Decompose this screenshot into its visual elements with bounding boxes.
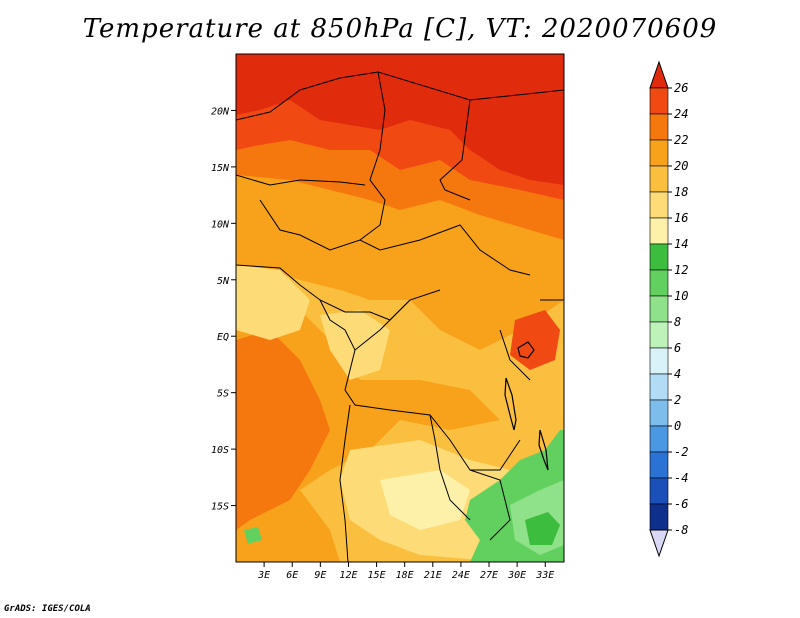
y-tick-label: 10N	[211, 219, 230, 230]
colorbar-label: -4	[674, 471, 688, 485]
colorbar-label: 10	[674, 289, 688, 303]
colorbar-label: -6	[674, 497, 688, 511]
colorbar-swatch	[649, 425, 669, 453]
field-highlands-east	[510, 310, 560, 370]
x-tick-label: 33E	[535, 570, 554, 581]
lake-victoria	[517, 341, 535, 359]
colorbar-swatch	[649, 373, 669, 401]
field-14-16-west	[236, 265, 310, 340]
x-tick-label: 3E	[257, 570, 270, 581]
colorbar-label: -8	[674, 523, 688, 537]
colorbar-swatch	[649, 477, 669, 505]
field-cool-sw	[244, 527, 262, 544]
colorbar-label: 2	[674, 393, 681, 407]
colorbar-swatch	[649, 321, 669, 349]
colorbar-swatch	[649, 269, 669, 297]
colorbar-label: 24	[674, 107, 688, 121]
colorbar-label: -2	[674, 445, 688, 459]
colorbar-label: 12	[674, 263, 688, 277]
x-tick-label: 12E	[339, 570, 357, 581]
x-tick-label: 18E	[396, 570, 414, 581]
colorbar-label: 14	[674, 237, 688, 251]
field-24-26	[236, 54, 564, 185]
colorbar-label: 16	[674, 211, 688, 225]
y-tick-label: 10S	[211, 445, 229, 456]
x-tick-label: 21E	[424, 570, 442, 581]
x-tick-label: 9E	[314, 570, 326, 581]
temperature-field	[236, 54, 564, 562]
colorbar-label: 6	[674, 341, 681, 355]
colorbar-label: 26	[674, 81, 688, 95]
y-tick-label: EQ	[217, 332, 229, 343]
colorbar-swatch	[649, 87, 669, 115]
colorbar-swatch	[649, 243, 669, 271]
colorbar-label: 20	[674, 159, 688, 173]
y-tick-label: 5N	[217, 276, 230, 287]
y-tick-label: 15S	[211, 502, 229, 513]
colorbar-swatch	[649, 347, 669, 375]
colorbar-label: 18	[674, 185, 688, 199]
colorbar-swatch	[649, 295, 669, 323]
field-14-16-central	[320, 310, 390, 380]
y-tick-label: 15N	[211, 163, 230, 174]
grads-credit: GrADS: IGES/COLA	[4, 604, 91, 614]
x-tick-label: 15E	[368, 570, 386, 581]
colorbar-swatch	[649, 165, 669, 193]
chart-title: Temperature at 850hPa [C], VT: 202007060…	[82, 14, 718, 44]
colorbar-swatch	[649, 191, 669, 219]
colorbar-swatch	[649, 139, 669, 167]
colorbar-max-arrow	[649, 60, 669, 89]
field-20-22-sw	[236, 330, 330, 530]
x-axis: 3E 6E 9E 12E 15E 18E 21E 24E 27E 30E 33E	[257, 562, 554, 581]
lake-malawi	[538, 429, 549, 471]
map-frame	[235, 53, 565, 563]
y-axis: 20N 15N 10N 5N EQ 5S 10S 15S	[211, 106, 236, 513]
x-tick-label: 30E	[507, 570, 526, 581]
x-tick-label: 6E	[286, 570, 298, 581]
colorbar-label: 8	[674, 315, 681, 329]
x-tick-label: 27E	[480, 570, 498, 581]
colorbar-swatch	[649, 503, 669, 531]
x-tick-label: 24E	[452, 570, 470, 581]
colorbar-label: 0	[674, 419, 681, 433]
country-borders	[236, 71, 564, 562]
colorbar-swatch	[649, 217, 669, 245]
field-12-14	[380, 470, 470, 530]
field-cool-highlands	[525, 512, 560, 545]
colorbar-swatch	[649, 451, 669, 479]
colorbar-min-arrow	[649, 529, 669, 558]
y-tick-label: 5S	[217, 389, 229, 400]
y-tick-label: 20N	[211, 106, 230, 117]
colorbar-swatch	[649, 113, 669, 141]
colorbar-swatch	[649, 399, 669, 427]
colorbar-label: 22	[674, 133, 688, 147]
colorbar-label: 4	[674, 367, 681, 381]
lake-tanganyika	[504, 377, 517, 431]
